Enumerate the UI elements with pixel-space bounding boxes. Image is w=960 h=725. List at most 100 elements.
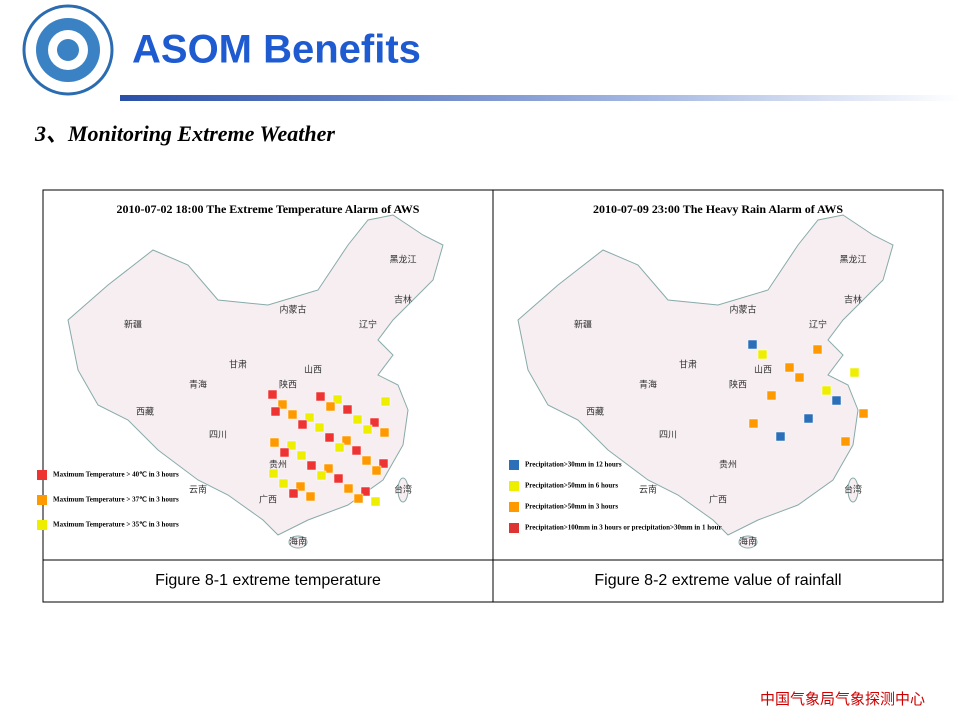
legend-icon (509, 502, 519, 512)
alarm-icon (747, 339, 758, 350)
legend-label: Precipitation>50mm in 3 hours (525, 503, 618, 511)
province-label: 西藏 (586, 405, 604, 416)
alarm-icon (766, 390, 777, 401)
legend-icon (509, 481, 519, 491)
alarm-icon (352, 414, 363, 425)
province-label: 内蒙古 (279, 303, 306, 314)
title-rule (120, 95, 960, 101)
alarm-icon (297, 419, 308, 430)
province-label: 辽宁 (809, 318, 827, 329)
province-label: 吉林 (394, 293, 412, 304)
province-label: 贵州 (719, 458, 737, 469)
legend-label: Precipitation>50mm in 6 hours (525, 482, 618, 490)
legend-label: Maximum Temperature > 35℃ in 3 hours (53, 521, 179, 529)
alarm-icon (333, 473, 344, 484)
alarm-icon (287, 409, 298, 420)
province-label: 广西 (259, 493, 277, 504)
alarm-icon (304, 412, 315, 423)
province-label: 西藏 (136, 405, 154, 416)
alarm-icon (775, 431, 786, 442)
legend-icon (509, 523, 519, 533)
province-label: 山西 (304, 364, 322, 374)
alarm-icon (342, 404, 353, 415)
province-label: 四川 (209, 429, 227, 439)
legend-label: Maximum Temperature > 40℃ in 3 hours (53, 471, 179, 479)
alarm-icon (858, 408, 869, 419)
alarm-icon (305, 491, 316, 502)
title: ASOM Benefits (132, 28, 421, 72)
alarm-icon (812, 344, 823, 355)
alarm-icon (379, 427, 390, 438)
alarm-icon (332, 394, 343, 405)
legend-icon (509, 460, 519, 470)
alarm-icon (269, 437, 280, 448)
alarm-icon (353, 493, 364, 504)
logo (22, 4, 114, 96)
province-label: 陕西 (279, 378, 297, 389)
alarm-icon (343, 483, 354, 494)
island (288, 535, 308, 549)
alarm-icon (296, 450, 307, 461)
alarm-icon (325, 401, 336, 412)
alarm-icon (840, 436, 851, 447)
legend-label: Maximum Temperature > 37℃ in 3 hours (53, 496, 179, 504)
alarm-icon (821, 385, 832, 396)
province-label: 贵州 (269, 458, 287, 469)
alarm-icon (288, 488, 299, 499)
alarm-icon (316, 470, 327, 481)
map-title: 2010-07-09 23:00 The Heavy Rain Alarm of… (593, 202, 843, 216)
province-label: 陕西 (729, 378, 747, 389)
province-label: 新疆 (574, 318, 592, 329)
province-label: 云南 (639, 483, 657, 494)
alarm-icon (267, 389, 278, 400)
legend-icon (37, 470, 47, 480)
caption: Figure 8-2 extreme value of rainfall (594, 572, 841, 589)
alarm-icon (362, 424, 373, 435)
alarm-icon (279, 447, 290, 458)
island (738, 535, 758, 549)
caption: Figure 8-1 extreme temperature (155, 572, 381, 589)
alarm-icon (286, 440, 297, 451)
province-label: 海南 (739, 535, 757, 546)
province-label: 台湾 (844, 483, 862, 494)
province-label: 黑龙江 (839, 253, 866, 264)
alarm-icon (360, 486, 371, 497)
map-outline (67, 214, 444, 536)
province-label: 内蒙古 (729, 303, 756, 314)
province-label: 辽宁 (359, 318, 377, 329)
province-label: 黑龙江 (389, 253, 416, 264)
subtitle: 3、Monitoring Extreme Weather (34, 121, 335, 146)
footer: 中国气象局气象探测中心 (760, 691, 925, 708)
province-label: 四川 (659, 429, 677, 439)
alarm-icon (794, 372, 805, 383)
alarm-icon (306, 460, 317, 471)
alarm-icon (278, 478, 289, 489)
province-label: 广西 (709, 493, 727, 504)
alarm-icon (334, 442, 345, 453)
province-label: 云南 (189, 483, 207, 494)
map-title: 2010-07-02 18:00 The Extreme Temperature… (117, 202, 420, 216)
alarm-icon (361, 455, 372, 466)
alarm-icon (314, 422, 325, 433)
province-label: 山西 (754, 364, 772, 374)
alarm-icon (369, 417, 380, 428)
province-label: 甘肃 (229, 358, 247, 369)
alarm-icon (268, 468, 279, 479)
alarm-icon (315, 391, 326, 402)
alarm-icon (324, 432, 335, 443)
alarm-icon (803, 413, 814, 424)
alarm-icon (378, 458, 389, 469)
province-label: 新疆 (124, 318, 142, 329)
alarm-icon (849, 367, 860, 378)
province-label: 青海 (639, 378, 657, 389)
legend-label: Precipitation>30mm in 12 hours (525, 461, 622, 469)
alarm-icon (831, 395, 842, 406)
legend-icon (37, 495, 47, 505)
alarm-icon (351, 445, 362, 456)
alarm-icon (748, 418, 759, 429)
legend-icon (37, 520, 47, 530)
alarm-icon (295, 481, 306, 492)
island (847, 477, 859, 503)
